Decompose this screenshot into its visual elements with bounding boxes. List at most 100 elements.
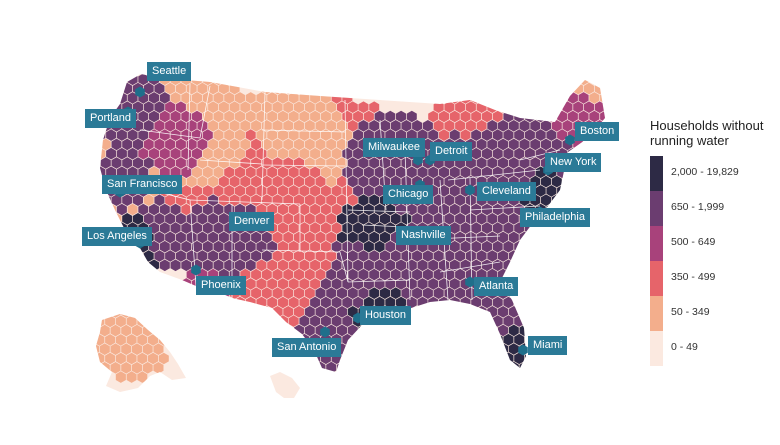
hex-cell — [105, 334, 116, 346]
hex-cell — [251, 268, 262, 281]
hex-cell — [192, 110, 202, 123]
hex-cell — [208, 138, 219, 151]
hex-cell — [524, 92, 535, 104]
state-border — [439, 261, 501, 273]
city-marker — [135, 86, 145, 98]
state-border — [347, 279, 411, 283]
hex-cell — [143, 157, 154, 169]
hex-cell — [396, 166, 407, 179]
city-label-boston[interactable]: Boston — [575, 122, 620, 141]
hex-cell — [202, 240, 213, 253]
hex-cell — [132, 306, 143, 318]
hex-cell — [213, 185, 224, 197]
hex-cell — [331, 147, 342, 160]
legend-label: 650 - 1,999 — [671, 201, 725, 213]
city-label-chicago[interactable]: Chicago — [383, 185, 434, 204]
hex-cell — [208, 213, 219, 225]
hex-cell — [342, 315, 353, 327]
hex-cell — [503, 296, 514, 309]
hex-cell — [213, 259, 224, 272]
hex-cell — [417, 315, 428, 327]
hex-cell — [530, 101, 541, 113]
state-border — [199, 159, 263, 165]
hex-cell — [304, 287, 315, 299]
city-label-atlanta[interactable]: Atlanta — [474, 277, 519, 296]
hex-cell — [192, 315, 202, 327]
hex-cell — [449, 203, 460, 216]
hex-cell — [202, 222, 213, 234]
hex-cell — [455, 194, 466, 206]
hex-cell — [439, 185, 449, 197]
hex-cell — [476, 250, 487, 262]
hex-cell — [353, 110, 364, 123]
state-border — [347, 209, 411, 213]
hex-cell — [165, 82, 176, 95]
hex-cell — [299, 315, 310, 327]
city-label-san-antonio[interactable]: San Antonio — [272, 338, 342, 357]
hex-cell — [524, 129, 535, 141]
hex-cell — [481, 222, 492, 234]
hex-cell — [519, 138, 530, 151]
city-label-portland[interactable]: Portland — [85, 109, 136, 128]
hex-cell — [310, 110, 321, 123]
hex-cell — [471, 315, 482, 327]
legend-title: Households without running water — [650, 118, 775, 148]
state-border — [261, 91, 266, 201]
city-marker — [465, 184, 475, 196]
hex-cell — [251, 287, 262, 299]
hex-cell — [331, 259, 342, 272]
city-label-new-york[interactable]: New York — [545, 153, 602, 172]
hex-cell — [326, 101, 337, 113]
hex-cell — [315, 101, 326, 113]
city-label-phoenix[interactable]: Phoenix — [196, 276, 246, 295]
city-label-milwaukee[interactable]: Milwaukee — [363, 138, 425, 157]
city-label-philadelphia[interactable]: Philadelphia — [520, 208, 590, 227]
city-label-miami[interactable]: Miami — [528, 336, 568, 355]
hex-cell — [158, 352, 169, 365]
hex-cell — [283, 231, 294, 244]
hex-cell — [251, 175, 262, 188]
hex-cell — [347, 138, 358, 151]
hex-cell — [331, 110, 342, 123]
hex-cell — [256, 185, 267, 197]
hex-cell — [234, 259, 245, 272]
hex-cell — [197, 231, 208, 244]
hex-cell — [149, 110, 160, 123]
city-label-detroit[interactable]: Detroit — [430, 142, 473, 161]
hex-cell — [562, 194, 573, 206]
hex-cell — [589, 92, 600, 104]
hex-cell — [224, 166, 235, 179]
hex-cell — [283, 82, 294, 95]
city-label-cleveland[interactable]: Cleveland — [477, 182, 536, 201]
hex-cell — [519, 306, 530, 318]
city-label-denver[interactable]: Denver — [229, 212, 275, 231]
hex-cell — [218, 175, 229, 188]
hex-cell — [310, 278, 321, 290]
hex-cell — [159, 222, 170, 234]
city-label-los-angeles[interactable]: Los Angeles — [82, 227, 152, 246]
hex-cell — [170, 110, 181, 123]
legend-swatch — [650, 156, 663, 191]
hex-cell — [294, 213, 305, 225]
city-label-houston[interactable]: Houston — [360, 306, 411, 325]
hex-cell — [455, 306, 466, 318]
hex-cell — [385, 203, 396, 216]
city-label-nashville[interactable]: Nashville — [396, 226, 451, 245]
hex-cell — [369, 194, 380, 206]
hex-cell — [374, 259, 385, 272]
hex-cell — [192, 203, 202, 216]
hex-cell — [449, 222, 460, 234]
city-label-san-francisco[interactable]: San Francisco — [102, 175, 183, 194]
hex-cell — [240, 175, 251, 188]
hex-cell — [208, 231, 219, 244]
hex-cell — [192, 296, 202, 309]
city-label-seattle[interactable]: Seattle — [147, 62, 192, 81]
hex-cell — [487, 324, 498, 337]
hex-cell — [498, 231, 509, 244]
hex-cell — [165, 120, 176, 132]
hex-cell — [272, 175, 283, 188]
hex-cell — [342, 352, 353, 365]
hex-cell — [310, 129, 321, 141]
hex-cell — [471, 147, 482, 160]
hex-cell — [541, 101, 551, 113]
